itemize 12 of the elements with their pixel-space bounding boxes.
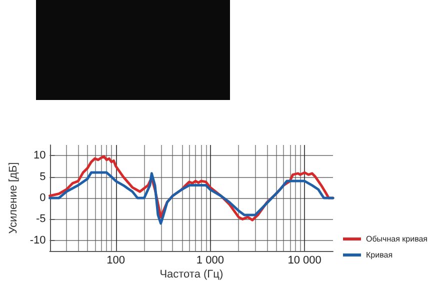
legend-label: Обычная кривая bbox=[366, 234, 428, 244]
y-tick-label: 0 bbox=[40, 192, 46, 204]
x-tick-label: 10 000 bbox=[288, 254, 322, 266]
x-tick-label: 100 bbox=[106, 254, 125, 266]
y-tick-label: 5 bbox=[40, 170, 46, 183]
y-tick-label: 10 bbox=[34, 150, 46, 162]
y-tick-label: -10 bbox=[30, 234, 46, 246]
y-tick-label: -5 bbox=[36, 213, 46, 226]
x-tick-label: 1 000 bbox=[196, 254, 224, 266]
y-axis-title: Усиление [дБ] bbox=[8, 162, 20, 234]
legend-label: Кривая bbox=[366, 250, 393, 260]
x-axis-title: Частота (Гц) bbox=[160, 268, 224, 280]
